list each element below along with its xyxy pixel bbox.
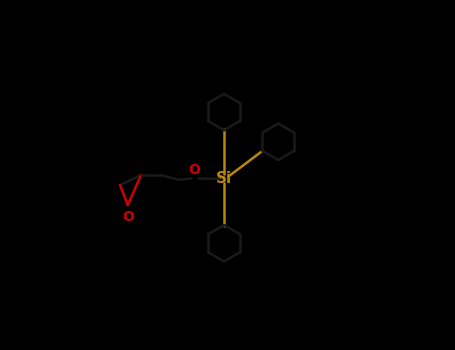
Text: O: O [122, 210, 134, 224]
Text: Si: Si [216, 172, 232, 186]
Text: O: O [188, 163, 200, 177]
